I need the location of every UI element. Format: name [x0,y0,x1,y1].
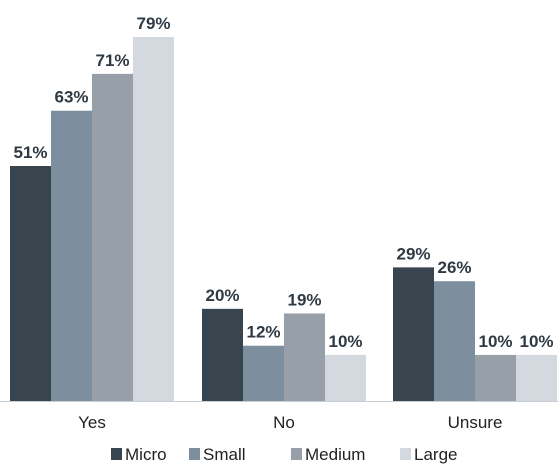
bar-yes-micro [10,166,51,401]
bar-no-small [243,345,284,401]
bar-unsure-medium [475,354,516,401]
bar-unsure-small [434,281,475,401]
legend-swatch-small [189,448,200,460]
data-label-yes-medium: 71% [95,51,129,70]
legend: Micro Small Medium Large [111,445,457,464]
data-label-unsure-large: 10% [519,332,553,351]
bar-unsure-micro [393,267,434,401]
data-label-no-small: 12% [246,323,280,342]
legend-label-large: Large [414,445,457,464]
data-label-no-micro: 20% [205,286,239,305]
legend-swatch-large [400,448,411,460]
legend-label-medium: Medium [305,445,365,464]
data-label-unsure-medium: 10% [478,332,512,351]
data-label-yes-small: 63% [54,88,88,107]
data-label-unsure-small: 26% [437,258,471,277]
data-label-unsure-micro: 29% [396,244,430,263]
data-label-yes-large: 79% [136,14,170,33]
legend-label-micro: Micro [125,445,167,464]
data-label-yes-micro: 51% [13,143,47,162]
bar-yes-medium [92,73,133,402]
data-label-no-medium: 19% [287,290,321,309]
bar-yes-large [133,37,174,401]
bar-unsure-large [516,354,557,401]
data-label-no-large: 10% [328,332,362,351]
category-label-no: No [273,413,295,432]
bars-layer [10,37,557,402]
legend-swatch-micro [111,448,122,460]
bar-no-medium [284,313,325,401]
bar-no-large [325,354,366,401]
bar-no-micro [202,308,243,401]
category-labels-layer: Yes No Unsure [78,413,502,432]
bar-yes-small [51,110,92,401]
category-label-unsure: Unsure [448,413,503,432]
legend-label-small: Small [203,445,246,464]
category-label-yes: Yes [78,413,106,432]
data-labels-layer: 51% 63% 71% 79% 20% 12% 19% 10% 29% 26% 10% 10% [13,14,553,351]
legend-swatch-medium [291,448,302,460]
